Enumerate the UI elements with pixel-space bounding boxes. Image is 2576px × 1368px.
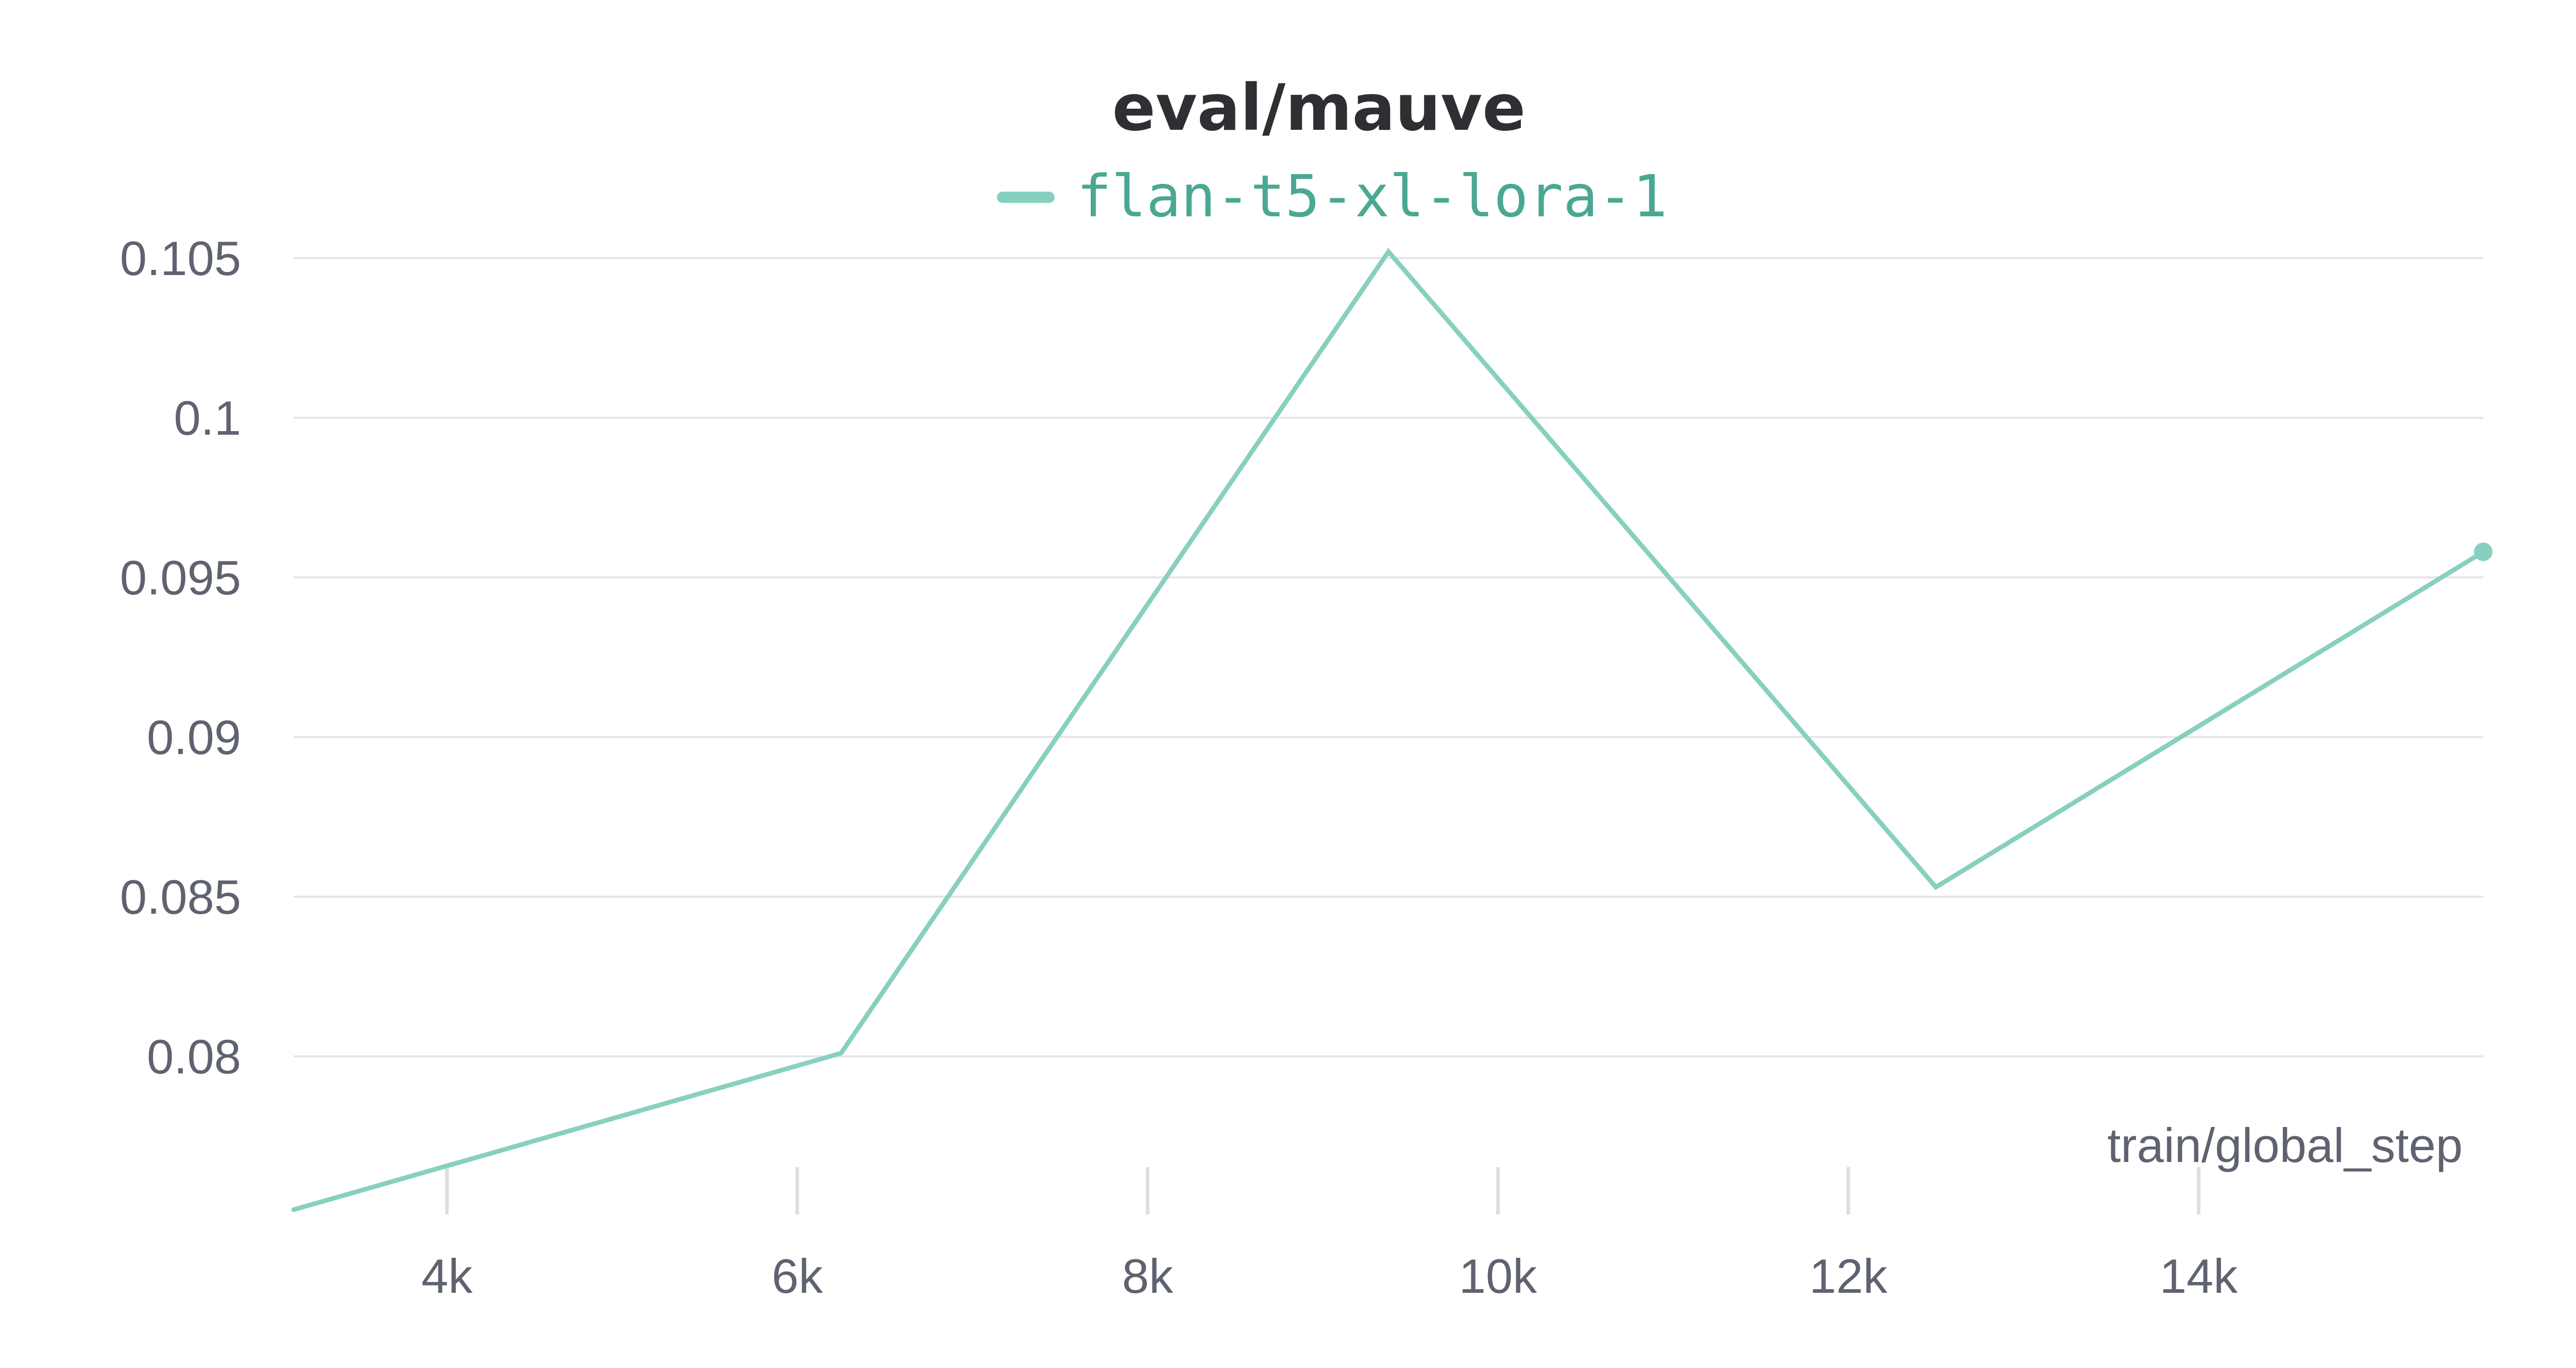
x-axis-ticks: 4k 6k 8k 10k 12k 14k [421,1167,2238,1303]
x-tick-label: 10k [1459,1249,1538,1303]
legend-label: flan-t5-xl-lora-1 [1077,163,1667,230]
series-endpoint-marker [2474,542,2493,561]
y-tick-label: 0.095 [120,551,241,605]
chart-title: eval/mauve [1112,71,1526,145]
series [291,248,2493,1212]
y-tick-label: 0.085 [120,870,241,924]
y-tick-label: 0.1 [174,391,241,445]
legend: flan-t5-xl-lora-1 [997,163,1667,230]
x-tick-label: 6k [772,1249,823,1303]
x-tick-label: 4k [421,1249,473,1303]
y-tick-label: 0.105 [120,231,241,285]
x-tick-label: 8k [1122,1249,1174,1303]
x-tick-label: 14k [2160,1249,2239,1303]
y-tick-label: 0.09 [147,710,241,764]
gridlines [294,257,2483,1057]
y-tick-label: 0.08 [147,1030,241,1084]
y-axis-ticks: 0.08 0.085 0.09 0.095 0.1 0.105 [120,231,241,1084]
x-axis-label: train/global_step [2107,1118,2463,1172]
series-line [291,248,2486,1212]
x-tick-label: 12k [1809,1249,1888,1303]
